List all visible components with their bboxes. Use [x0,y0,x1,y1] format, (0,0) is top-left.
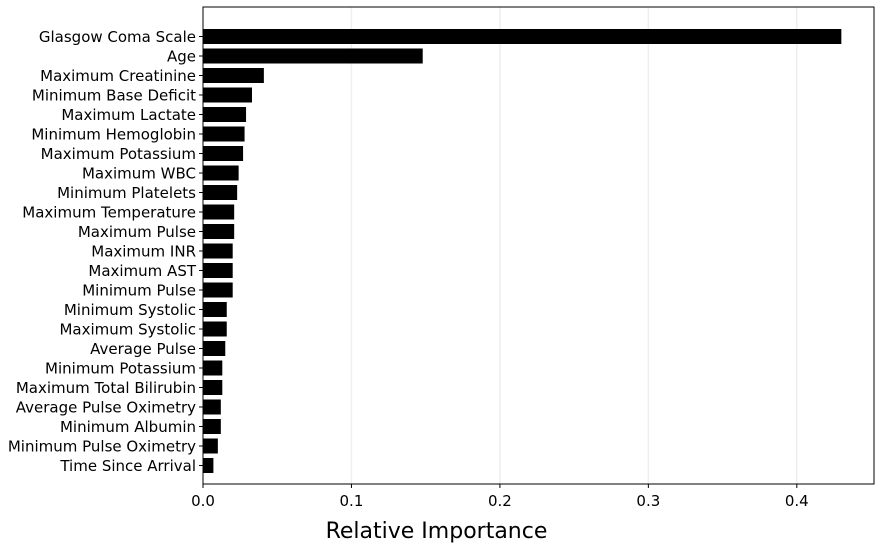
bar [203,224,235,239]
bar [203,458,214,473]
x-axis-title: Relative Importance [326,519,548,544]
bar [203,29,842,44]
bar [203,146,244,161]
bar [203,126,245,142]
category-label: Minimum Pulse Oximetry [8,438,196,456]
x-tick-label: 0.2 [488,492,512,510]
bar [203,48,423,64]
bar [203,321,227,337]
bar [203,68,264,83]
category-label: Minimum Potassium [45,360,196,378]
bar [203,360,223,376]
category-label: Maximum Potassium [41,145,196,163]
category-label: Maximum WBC [82,165,196,183]
category-label: Average Pulse [90,340,196,358]
x-tick-label: 0.0 [191,492,215,510]
bar [203,341,226,356]
category-label: Maximum Temperature [22,204,196,222]
category-label: Minimum Systolic [64,301,196,319]
category-label: Minimum Albumin [60,418,196,436]
category-label: Maximum Total Bilirubin [16,379,196,397]
bar [203,380,223,395]
category-label: Maximum Pulse [78,223,196,241]
x-tick-label: 0.1 [340,492,364,510]
bar [203,438,218,454]
grid-lines [350,7,798,484]
category-label: Age [167,48,196,66]
bar [203,399,221,415]
bar [203,243,233,259]
category-label: Minimum Pulse [82,282,196,300]
plot-frame [202,6,875,485]
category-label: Maximum Lactate [61,106,196,124]
category-label: Minimum Platelets [57,184,196,202]
bar [203,419,221,434]
category-label: Average Pulse Oximetry [16,399,196,417]
x-tick-label: 0.3 [636,492,660,510]
category-label: Glasgow Coma Scale [39,28,196,46]
category-label: Maximum Systolic [59,321,196,339]
bar [203,185,238,200]
bar [203,87,252,103]
bar [203,302,227,317]
category-label: Maximum INR [91,243,196,261]
category-label: Minimum Hemoglobin [31,126,196,144]
x-tick-label: 0.4 [785,492,809,510]
category-label: Time Since Arrival [59,457,196,475]
category-label: Minimum Base Deficit [32,87,196,105]
category-label: Maximum Creatinine [40,67,196,85]
bars [203,29,842,473]
category-label: Maximum AST [88,262,196,280]
bar [203,204,235,220]
bar [203,263,233,278]
bar [203,165,239,181]
bar [203,107,247,122]
bar [203,282,233,298]
x-ticks: 0.0 0.1 0.2 0.3 0.4 [191,484,809,510]
